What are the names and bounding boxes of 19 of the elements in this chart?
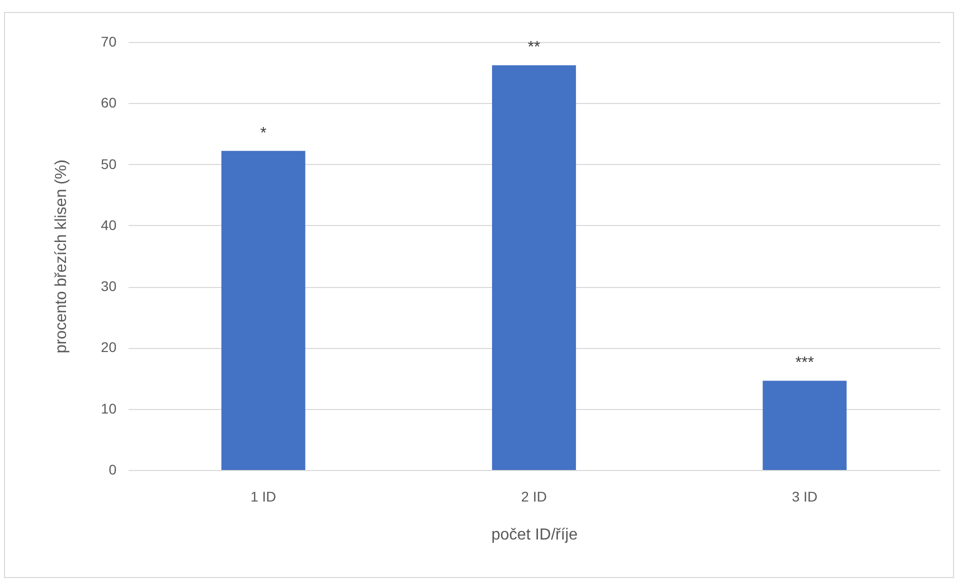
y-tick-label: 40: [100, 216, 117, 233]
y-tick-label: 30: [100, 278, 117, 294]
bar: [221, 150, 306, 470]
x-tick-label: 3 ID: [792, 488, 818, 504]
bar: [762, 380, 847, 470]
y-tick-label: 20: [100, 339, 117, 356]
annotation: **: [528, 39, 540, 56]
y-tick-label: 0: [108, 462, 117, 478]
x-tick-label: 1 ID: [250, 488, 276, 504]
x-axis-title: počet ID/říje: [491, 526, 578, 544]
y-tick-label: 70: [100, 34, 117, 50]
annotation: ***: [795, 354, 814, 372]
bar: [492, 65, 576, 470]
y-axis-title: procento březích klisen (%): [52, 160, 70, 354]
x-tick-label: 2 ID: [521, 488, 547, 504]
annotation: *: [260, 124, 266, 142]
y-tick-label: 10: [100, 400, 117, 416]
y-tick-label: 60: [100, 94, 117, 111]
y-tick-label: 50: [100, 156, 117, 172]
